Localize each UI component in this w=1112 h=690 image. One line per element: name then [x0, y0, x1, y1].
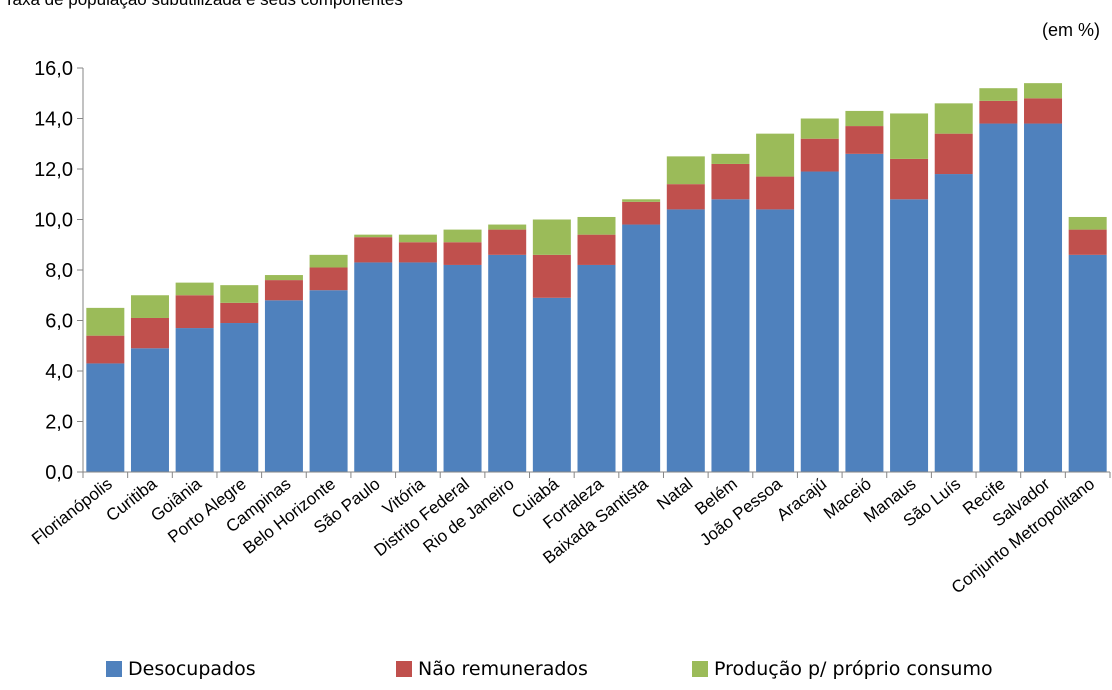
y-tick-label: 2,0	[45, 412, 73, 434]
bar-segment-2	[800, 138, 839, 172]
bar-segment-2	[264, 280, 303, 301]
bar-segment-3	[354, 234, 393, 238]
legend-swatch-nao-remunerados	[396, 661, 412, 677]
bar-segment-1	[756, 209, 795, 472]
x-tick-label: Natal	[653, 474, 696, 513]
bar-segment-1	[309, 290, 348, 472]
stacked-bar-chart: 0,02,04,06,08,010,012,014,016,0Florianóp…	[28, 58, 1111, 597]
bar-segment-3	[309, 254, 348, 268]
bar-segment-1	[1068, 254, 1107, 472]
legend-swatch-producao	[692, 661, 708, 677]
legend-swatch-desocupados	[106, 661, 122, 677]
bar-segment-1	[86, 363, 125, 472]
bar-segment-3	[845, 110, 884, 127]
chart-title: Taxa de população subutilizada e seus co…	[4, 0, 403, 10]
bar-segment-1	[890, 199, 929, 473]
bar-segment-3	[934, 103, 973, 134]
bar-segment-1	[398, 262, 437, 472]
bar-segment-2	[354, 237, 393, 263]
bar-segment-3	[1068, 216, 1107, 230]
bar-segment-2	[711, 163, 750, 200]
bar-segment-1	[845, 153, 884, 472]
bar-segment-1	[443, 264, 482, 472]
chart-legend: Desocupados Não remunerados Produção p/ …	[0, 658, 1112, 688]
bar-segment-3	[1024, 83, 1063, 99]
y-tick-label: 0,0	[45, 462, 73, 484]
bar-segment-3	[175, 282, 214, 296]
bar-segment-2	[443, 242, 482, 265]
legend-label-desocupados: Desocupados	[128, 658, 256, 680]
bar-segment-3	[488, 224, 527, 230]
bar-segment-1	[934, 174, 973, 473]
bar-segment-1	[577, 264, 616, 472]
x-tick-label: Aracajú	[773, 474, 830, 524]
bar-segment-3	[666, 156, 705, 185]
y-tick-label: 10,0	[34, 210, 73, 232]
bar-segment-2	[622, 201, 661, 225]
bar-segment-3	[86, 307, 125, 336]
bar-segment-2	[532, 254, 571, 298]
bar-segment-1	[666, 209, 705, 472]
y-tick-label: 12,0	[34, 159, 73, 181]
bar-segment-3	[130, 295, 169, 318]
bar-segment-2	[756, 176, 795, 210]
bar-segment-2	[220, 302, 259, 324]
bar-segment-3	[443, 229, 482, 243]
bar-segment-1	[220, 323, 259, 472]
bar-segment-2	[845, 126, 884, 154]
bar-segment-1	[979, 123, 1018, 473]
y-tick-label: 8,0	[45, 260, 73, 282]
legend-item-nao-remunerados: Não remunerados	[396, 658, 588, 680]
bar-segment-3	[979, 88, 1018, 101]
bar-segment-2	[175, 295, 214, 329]
bar-segment-1	[130, 348, 169, 472]
bar-segment-1	[711, 199, 750, 473]
bar-segment-2	[488, 229, 527, 255]
bar-segment-3	[756, 133, 795, 177]
bar-segment-2	[934, 133, 973, 175]
bar-segment-2	[1068, 229, 1107, 255]
y-tick-label: 4,0	[45, 361, 73, 383]
bar-segment-2	[577, 234, 616, 265]
bar-segment-1	[264, 300, 303, 472]
bar-segment-2	[1024, 98, 1063, 124]
bar-segment-3	[220, 285, 259, 303]
bar-segment-1	[800, 171, 839, 472]
bar-segment-3	[622, 199, 661, 202]
bar-segment-1	[1024, 123, 1063, 473]
y-tick-label: 6,0	[45, 311, 73, 333]
bar-segment-2	[398, 242, 437, 263]
bar-segment-3	[398, 234, 437, 243]
legend-item-desocupados: Desocupados	[106, 658, 256, 680]
bar-segment-1	[175, 328, 214, 472]
y-tick-label: 14,0	[34, 109, 73, 131]
bar-segment-3	[800, 118, 839, 139]
bar-segment-3	[532, 219, 571, 255]
bar-segment-2	[979, 100, 1018, 124]
legend-label-producao: Produção p/ próprio consumo	[714, 658, 993, 680]
bar-segment-3	[577, 216, 616, 235]
bar-segment-3	[890, 113, 929, 159]
bar-segment-1	[622, 224, 661, 472]
bar-segment-3	[264, 275, 303, 281]
bar-segment-2	[309, 267, 348, 291]
bar-segment-1	[532, 297, 571, 472]
bar-segment-1	[488, 254, 527, 472]
bar-segment-1	[354, 262, 393, 472]
unit-label: (em %)	[1042, 20, 1100, 40]
bar-segment-3	[711, 153, 750, 164]
bar-segment-2	[890, 158, 929, 200]
legend-label-nao-remunerados: Não remunerados	[418, 658, 588, 680]
bar-segment-2	[666, 184, 705, 210]
bar-segment-2	[86, 335, 125, 364]
bar-segment-2	[130, 317, 169, 349]
y-tick-label: 16,0	[34, 58, 73, 80]
legend-item-producao-proprio-consumo: Produção p/ próprio consumo	[692, 658, 993, 680]
